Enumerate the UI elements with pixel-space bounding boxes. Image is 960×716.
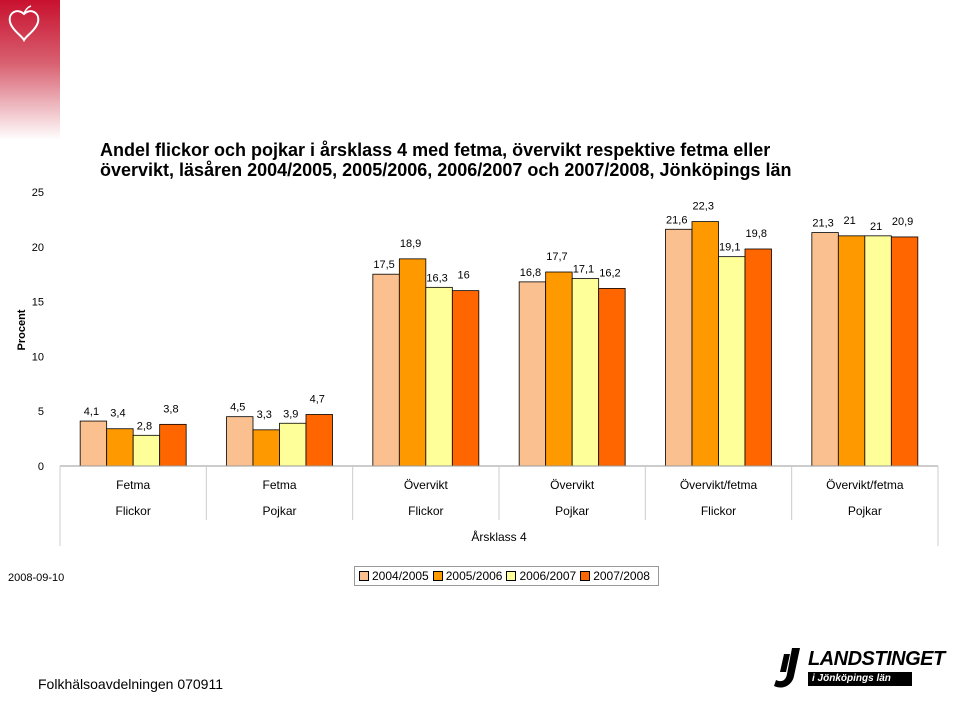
y-tick-label: 20 xyxy=(32,242,44,254)
bar xyxy=(159,423,187,467)
corner-decoration xyxy=(0,0,60,140)
bar xyxy=(518,281,547,467)
data-label: 2,8 xyxy=(137,420,152,432)
legend-swatch xyxy=(506,571,517,581)
data-label: 16,3 xyxy=(426,272,447,284)
bar xyxy=(890,236,919,467)
landstinget-logo: LANDSTINGET i Jönköpings län xyxy=(770,646,945,692)
data-label: 21 xyxy=(843,215,855,227)
data-label: 21 xyxy=(870,221,882,233)
bar xyxy=(598,288,626,467)
bar xyxy=(451,290,480,467)
bar xyxy=(425,286,453,467)
bar-chart: 0 5 10 15 20 25 4,1 4,5 17,5 16,8 21,6 21,3 3,4 3,3 18… xyxy=(32,187,939,546)
bar xyxy=(226,416,254,467)
bar xyxy=(718,256,746,467)
chart-title-line-2: övervikt, läsåren 2004/2005, 2005/2006, … xyxy=(100,160,792,180)
legend-label: 2006/2007 xyxy=(519,569,577,583)
data-label: 17,7 xyxy=(546,251,567,263)
legend-label: 2004/2005 xyxy=(372,569,429,583)
bar xyxy=(837,235,866,467)
apple-heart-icon xyxy=(8,5,40,43)
legend-item: 2004/2005 xyxy=(359,569,429,583)
bar xyxy=(744,248,772,467)
bar xyxy=(372,273,400,467)
data-label: 20,9 xyxy=(892,216,913,228)
legend-swatch xyxy=(432,571,443,581)
data-label: 21,3 xyxy=(812,218,833,230)
x-tick-label: Flickor xyxy=(701,504,736,518)
x-tick-label: Flickor xyxy=(115,504,150,518)
data-label: 18,9 xyxy=(400,238,421,250)
x-tick-label: Pojkar xyxy=(262,504,296,518)
data-label: 16 xyxy=(457,270,469,282)
data-label: 3,3 xyxy=(257,409,272,421)
bar xyxy=(398,258,427,467)
data-label: 22,3 xyxy=(693,201,714,213)
data-label: 4,5 xyxy=(230,402,245,414)
data-label: 4,7 xyxy=(310,393,325,405)
x-tick-label: Flickor xyxy=(408,504,443,518)
x-tick-label: Pojkar xyxy=(848,504,882,518)
bar xyxy=(106,428,134,467)
data-label: 21,6 xyxy=(666,214,687,226)
x-tick-label: Övervikt/fetma xyxy=(826,478,904,492)
y-tick-label: 25 xyxy=(32,187,44,199)
y-tick-label: 15 xyxy=(32,297,44,309)
bar xyxy=(691,221,719,467)
x-tick-label: Övervikt xyxy=(404,478,449,492)
legend-label: 2007/2008 xyxy=(593,569,650,583)
bar xyxy=(545,271,573,467)
bar xyxy=(132,434,161,467)
chart-legend: 2004/2005 2005/2006 2006/2007 2007/2008 xyxy=(354,566,659,586)
x-tick-label: Pojkar xyxy=(555,504,589,518)
bar xyxy=(811,232,839,467)
y-tick-label: 0 xyxy=(38,461,44,473)
data-label: 17,1 xyxy=(573,264,594,276)
data-label: 3,8 xyxy=(163,403,178,415)
legend-item: 2006/2007 xyxy=(506,569,576,583)
x-tick-label: Fetma xyxy=(116,478,150,492)
chart-title: Andel flickor och pojkar i årsklass 4 me… xyxy=(100,140,860,180)
legend-label: 2005/2006 xyxy=(445,569,503,583)
bar xyxy=(571,278,600,467)
date-label: 2008-09-10 xyxy=(8,572,65,584)
chart-title-line-1: Andel flickor och pojkar i årsklass 4 me… xyxy=(100,140,771,160)
footer-text: Folkhälsoavdelningen 070911 xyxy=(38,676,223,692)
logo-mark-icon xyxy=(774,648,800,688)
bar xyxy=(279,422,307,467)
logo-name: LANDSTINGET xyxy=(808,648,945,670)
x-tick-label: Fetma xyxy=(262,478,296,492)
data-label: 16,2 xyxy=(599,267,620,279)
bar xyxy=(79,420,108,467)
x-axis-label: Årsklass 4 xyxy=(471,529,527,544)
legend-item: 2005/2006 xyxy=(432,569,503,583)
data-label: 16,8 xyxy=(520,267,541,279)
data-label: 3,4 xyxy=(110,408,125,420)
x-tick-label: Övervikt xyxy=(550,478,595,492)
logo-tagline: i Jönköpings län xyxy=(808,672,912,686)
data-label: 19,8 xyxy=(746,228,767,240)
data-label: 19,1 xyxy=(719,242,740,254)
y-tick-label: 10 xyxy=(32,351,44,363)
data-label: 17,5 xyxy=(373,259,394,271)
data-label: 3,9 xyxy=(283,408,298,420)
y-tick-label: 5 xyxy=(38,406,44,418)
bar xyxy=(252,429,280,467)
legend-swatch xyxy=(580,571,591,581)
data-label: 4,1 xyxy=(84,406,99,418)
bar xyxy=(305,414,333,467)
legend-swatch xyxy=(359,571,369,581)
legend-item: 2007/2008 xyxy=(580,569,650,583)
x-tick-label: Övervikt/fetma xyxy=(680,478,758,492)
bar xyxy=(864,235,892,467)
bar xyxy=(665,228,693,467)
